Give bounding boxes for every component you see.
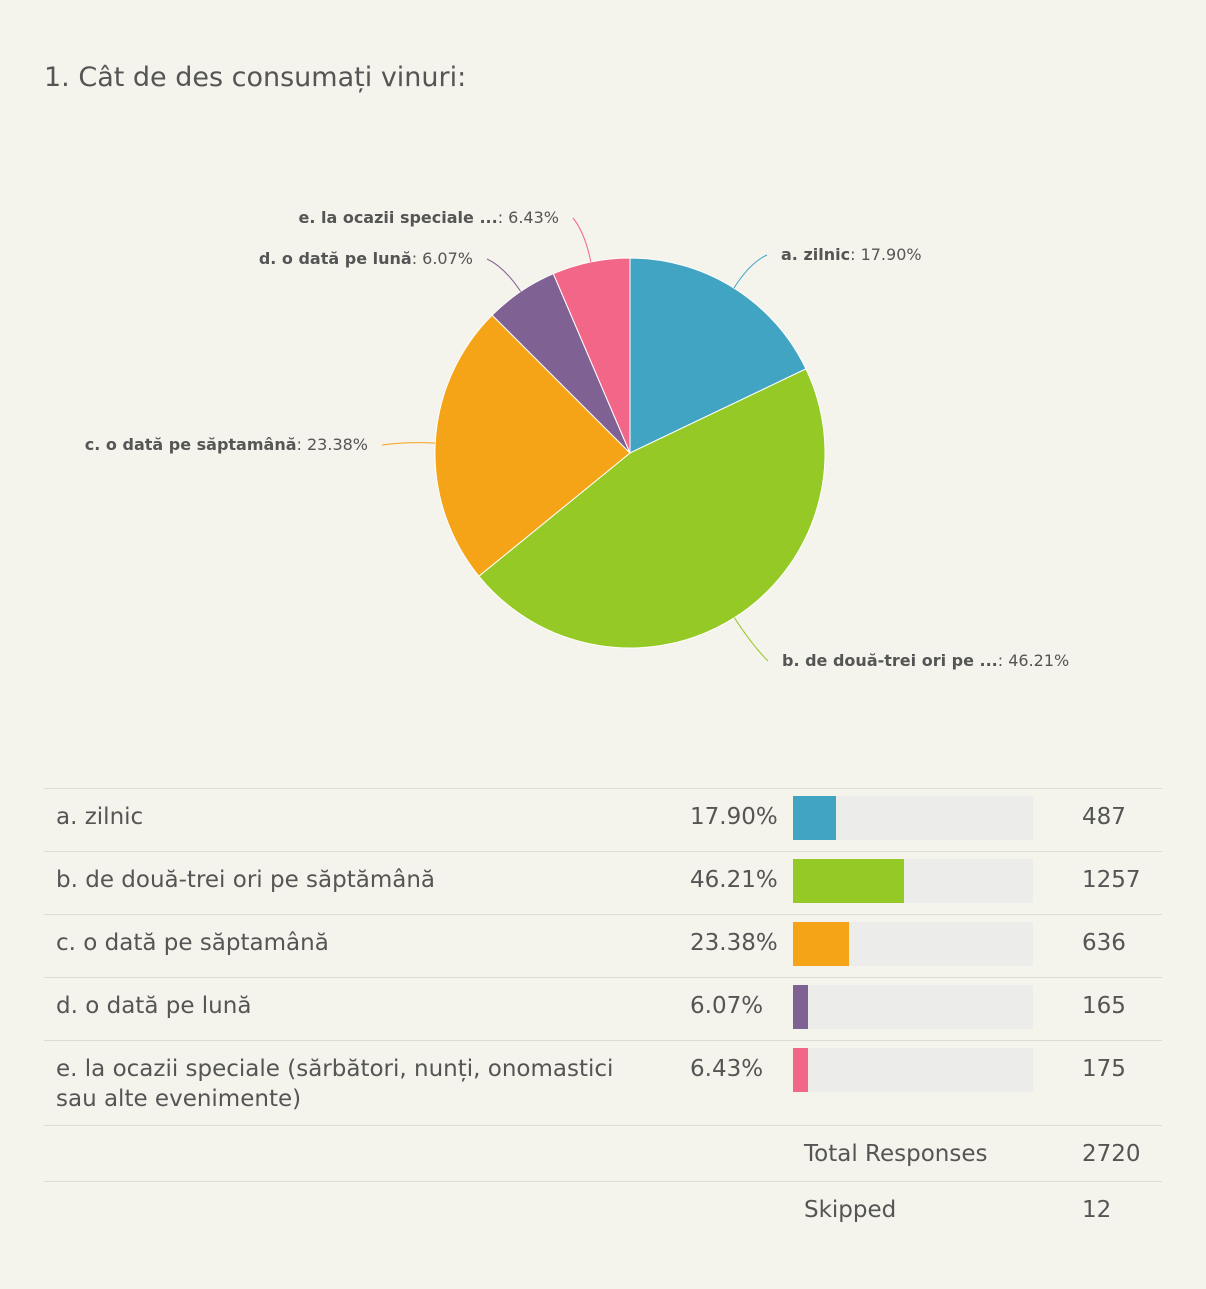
pie-connector-a: [733, 254, 768, 289]
pie-label-d: d. o dată pe lună: 6.07%: [259, 249, 473, 268]
answer-percent: 6.07%: [690, 993, 764, 1019]
percent-bar-fill: [793, 1048, 809, 1092]
answer-label: d. o dată pe lună: [56, 993, 252, 1019]
answer-percent: 46.21%: [690, 867, 778, 893]
answer-count: 165: [1082, 993, 1126, 1019]
skipped-value: 12: [1082, 1197, 1112, 1223]
pie-chart: a. zilnic: 17.90% b. de două-trei ori pe …: [85, 208, 1069, 670]
results-table: a. zilnic 17.90% 487 b. de două-trei ori…: [44, 788, 1162, 1238]
answer-count: 487: [1082, 804, 1126, 830]
percent-bar-track: [793, 922, 1033, 966]
percent-bar-fill: [793, 859, 904, 903]
pie-slice-b[interactable]: [478, 368, 826, 649]
pie-slice-c[interactable]: [434, 314, 631, 577]
pie-connector-c: [381, 442, 436, 446]
pie-label-a: a. zilnic: 17.90%: [781, 245, 922, 264]
pie-label-c: c. o dată pe săptamână: 23.38%: [85, 435, 368, 454]
skipped-label: Skipped: [804, 1197, 897, 1223]
pie-slice-e[interactable]: [552, 257, 631, 454]
pie-connector-d: [486, 258, 522, 292]
answer-count: 175: [1082, 1056, 1126, 1082]
answer-percent: 17.90%: [690, 804, 778, 830]
skipped-row: Skipped 12: [44, 1181, 1162, 1238]
question-title: 1. Cât de des consumați vinuri:: [44, 62, 467, 93]
answer-label: a. zilnic: [56, 804, 144, 830]
total-responses-row: Total Responses 2720: [44, 1125, 1162, 1182]
percent-bar-track: [793, 796, 1033, 840]
result-row-c: c. o dată pe săptamână 23.38% 636: [44, 914, 1162, 978]
percent-bar-fill: [793, 796, 836, 840]
pie-label-b: b. de două-trei ori pe ...: 46.21%: [782, 651, 1069, 670]
result-row-a: a. zilnic 17.90% 487: [44, 788, 1162, 852]
percent-bar-fill: [793, 922, 850, 966]
percent-bar-fill: [793, 985, 808, 1029]
percent-bar-track: [793, 1048, 1033, 1092]
result-row-e: e. la ocazii speciale (sărbători, nunți,…: [44, 1040, 1162, 1126]
result-row-d: d. o dată pe lună 6.07% 165: [44, 977, 1162, 1041]
answer-label: c. o dată pe săptamână: [56, 930, 329, 956]
answer-label: b. de două-trei ori pe săptămână: [56, 867, 435, 893]
total-responses-value: 2720: [1082, 1141, 1141, 1167]
pie-label-e: e. la ocazii speciale ...: 6.43%: [298, 208, 559, 227]
pie-connector-e: [572, 217, 592, 263]
pie-connector-b: [733, 617, 769, 662]
answer-count: 636: [1082, 930, 1126, 956]
answer-count: 1257: [1082, 867, 1141, 893]
answer-percent: 23.38%: [690, 930, 778, 956]
total-responses-label: Total Responses: [804, 1141, 988, 1167]
answer-label: e. la ocazii speciale (sărbători, nunți,…: [56, 1056, 614, 1112]
answer-percent: 6.43%: [690, 1056, 764, 1082]
percent-bar-track: [793, 985, 1033, 1029]
pie-slice-a[interactable]: [629, 257, 807, 454]
result-row-b: b. de două-trei ori pe săptămână 46.21% …: [44, 851, 1162, 915]
percent-bar-track: [793, 859, 1033, 903]
